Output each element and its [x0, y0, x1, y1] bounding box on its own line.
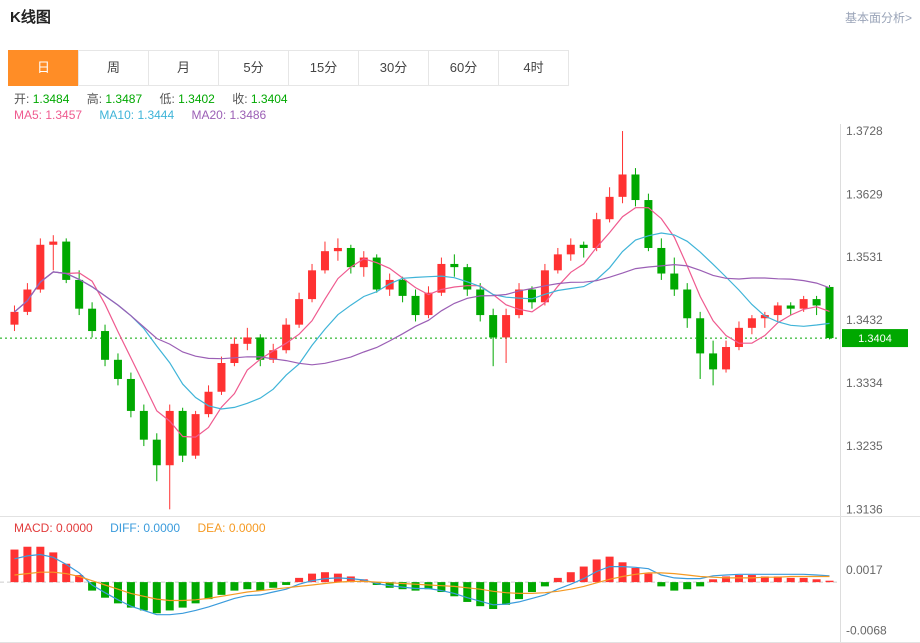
- candles: [10, 131, 834, 510]
- diff-label: DIFF:: [110, 521, 141, 535]
- macd-chart[interactable]: 0.0017 -0.0068: [0, 517, 920, 643]
- y-axis-label: 1.3531: [846, 250, 883, 264]
- macd-readout: MACD: 0.0000 DIFF: 0.0000 DEA: 0.0000: [14, 521, 280, 535]
- ma5-pair: MA5: 1.3457: [14, 108, 82, 122]
- ma20-value: 1.3486: [229, 108, 267, 122]
- y-axis-label: 1.3334: [846, 376, 883, 390]
- close-value: 1.3404: [250, 92, 288, 106]
- open-value: 1.3484: [32, 92, 70, 106]
- high-value: 1.3487: [105, 92, 143, 106]
- y-axis-label: 1.3728: [846, 124, 883, 138]
- close-pair: 收: 1.3404: [232, 92, 287, 106]
- ma10-line: [14, 232, 830, 410]
- fundamental-analysis-link[interactable]: 基本面分析>: [844, 11, 912, 25]
- high-pair: 高: 1.3487: [87, 92, 142, 106]
- tab-15分[interactable]: 15分: [288, 50, 359, 86]
- ma5-line: [14, 207, 830, 438]
- dea-line: [14, 571, 830, 602]
- y-axis-label: 1.3235: [846, 439, 883, 453]
- high-label: 高:: [86, 92, 103, 106]
- ma10-pair: MA10: 1.3444: [99, 108, 174, 122]
- y-axis-label: 1.3432: [846, 313, 883, 327]
- macd-label: MACD:: [14, 521, 53, 535]
- ma5-label: MA5:: [14, 108, 43, 122]
- tab-30分[interactable]: 30分: [358, 50, 429, 86]
- y-axis-label: 0.0017: [846, 563, 883, 577]
- ma-readout: MA5: 1.3457 MA10: 1.3444 MA20: 1.3486: [14, 108, 280, 122]
- open-pair: 开: 1.3484: [14, 92, 69, 106]
- diff-pair: DIFF: 0.0000: [110, 521, 180, 535]
- dea-pair: DEA: 0.0000: [197, 521, 265, 535]
- tab-4时[interactable]: 4时: [498, 50, 569, 86]
- open-label: 开:: [14, 92, 30, 106]
- candlestick-chart[interactable]: 1.3728 1.3629 1.3531 1.3432 1.3334 1.3235 1.31…: [0, 124, 920, 517]
- ohlc-readout: 开: 1.3484 高: 1.3487 低: 1.3402 收: 1.3404: [14, 90, 302, 107]
- dea-value: 0.0000: [228, 521, 266, 535]
- y-axis-label: 1.3136: [846, 502, 883, 516]
- interval-tabs: 日周月 5分 15分 30分 60分 4时: [8, 50, 569, 86]
- diff-value: 0.0000: [143, 521, 181, 535]
- y-axis-labels: 1.3728 1.3629 1.3531 1.3432 1.3334 1.3235 1.31…: [846, 124, 883, 516]
- tab-日[interactable]: 日: [8, 50, 79, 86]
- last-price-tag: 1.3404: [842, 329, 908, 348]
- page-title: K线图: [10, 9, 51, 26]
- svg-text:1.3404: 1.3404: [858, 333, 892, 345]
- tab-周[interactable]: 周: [78, 50, 149, 86]
- macd-pair: MACD: 0.0000: [14, 521, 93, 535]
- tab-5分[interactable]: 5分: [218, 50, 289, 86]
- close-label: 收:: [232, 92, 248, 106]
- diff-line: [14, 553, 830, 616]
- ma20-pair: MA20: 1.3486: [191, 108, 266, 122]
- low-label: 低:: [159, 92, 175, 106]
- macd-value: 0.0000: [56, 521, 93, 535]
- ma20-line: [14, 263, 830, 366]
- macd-histogram: [10, 546, 834, 614]
- tab-月[interactable]: 月: [148, 50, 219, 86]
- tab-60分[interactable]: 60分: [428, 50, 499, 86]
- panel-divider: [0, 516, 920, 517]
- y-axis-label: 1.3629: [846, 187, 883, 201]
- ma10-value: 1.3444: [137, 108, 175, 122]
- y-axis-label: -0.0068: [846, 623, 887, 637]
- y-axis-labels: 0.0017 -0.0068: [846, 563, 887, 637]
- low-value: 1.3402: [178, 92, 215, 106]
- ma10-label: MA10:: [99, 108, 135, 122]
- dea-label: DEA:: [197, 521, 226, 535]
- ma20-label: MA20:: [191, 108, 227, 122]
- ma5-value: 1.3457: [45, 108, 83, 122]
- low-pair: 低: 1.3402: [159, 92, 214, 106]
